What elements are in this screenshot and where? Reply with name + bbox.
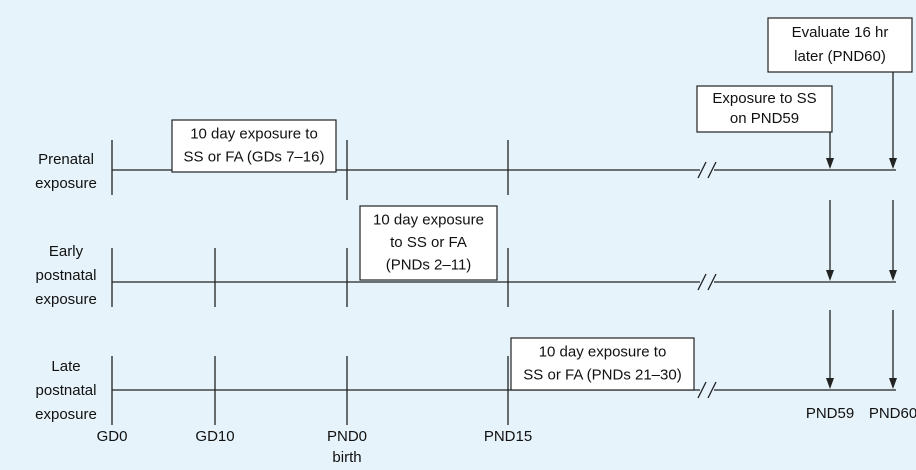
arrow-head: [889, 158, 897, 169]
arrow-head: [826, 158, 834, 169]
arrow-head: [826, 378, 834, 389]
box-text: SS or FA (PNDs 21–30): [523, 366, 681, 383]
box-text: 10 day exposure: [373, 211, 484, 228]
row-label: exposure: [35, 175, 97, 192]
timepoint-label: GD10: [195, 428, 234, 445]
box-text: (PNDs 2–11): [386, 257, 472, 274]
box-text: 10 day exposure to: [539, 343, 667, 360]
timepoint-label: GD0: [97, 428, 128, 445]
row-label: postnatal: [36, 382, 97, 399]
box: [171, 119, 337, 173]
break-mark: [697, 273, 707, 291]
box-text: to SS or FA: [390, 234, 467, 251]
timepoint-label: PND0: [327, 428, 367, 445]
timepoint-label: PND59: [806, 405, 854, 422]
box: [510, 337, 695, 391]
break-mark: [707, 381, 717, 399]
box-text: SS or FA (GDs 7–16): [184, 148, 325, 165]
timepoint-label: PND60: [869, 405, 916, 422]
exposure-boxes: 10 day exposure to SS or FA (GDs 7–16) 10 …: [171, 17, 913, 391]
arrow-head: [889, 378, 897, 389]
break-mark: [707, 161, 717, 179]
box: [696, 85, 833, 133]
box-text: later (PND60): [794, 48, 886, 65]
row-label: Early: [49, 243, 84, 260]
row-label: exposure: [35, 291, 97, 308]
row-label: Late: [51, 358, 80, 375]
timelines: [111, 72, 897, 425]
box: [767, 17, 913, 73]
labels: Prenatal exposure Early postnatal exposure La…: [35, 151, 916, 466]
box-text: Evaluate 16 hr: [792, 24, 889, 41]
timepoint-label: birth: [332, 449, 361, 466]
break-mark: [697, 161, 707, 179]
row-label: exposure: [35, 406, 97, 423]
box-text: Exposure to SS: [712, 90, 816, 107]
arrow-head: [889, 270, 897, 281]
break-mark: [697, 381, 707, 399]
row-label: Prenatal: [38, 151, 94, 168]
row-label: postnatal: [36, 267, 97, 284]
box: [359, 205, 498, 281]
timepoint-label: PND15: [484, 428, 532, 445]
arrow-head: [826, 270, 834, 281]
box-text: 10 day exposure to: [190, 125, 318, 142]
break-mark: [707, 273, 717, 291]
box-text: on PND59: [730, 110, 799, 127]
